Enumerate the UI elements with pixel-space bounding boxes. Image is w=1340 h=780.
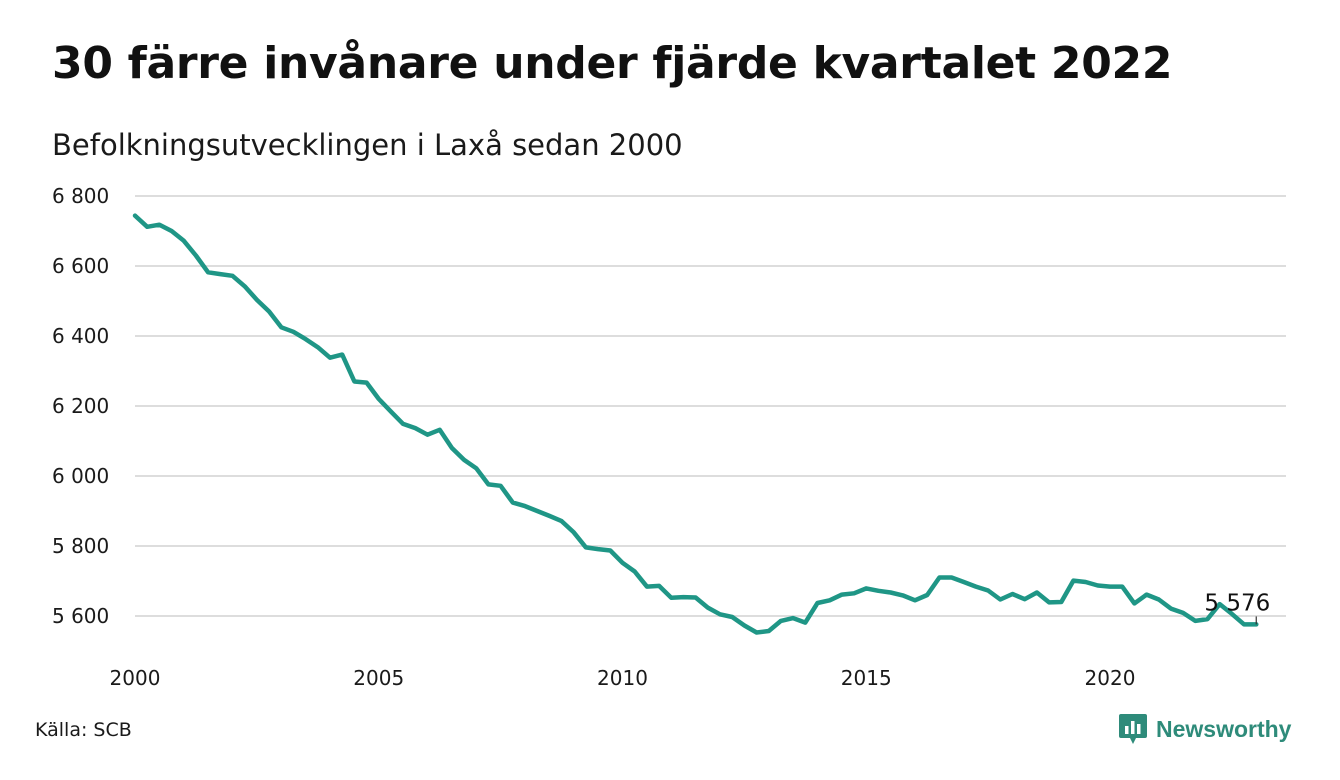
newsworthy-logo-icon — [1119, 714, 1147, 744]
y-tick-label: 6 200 — [52, 394, 109, 418]
y-tick-label: 6 800 — [52, 184, 109, 208]
series-group — [132, 213, 1259, 635]
y-tick-label: 6 600 — [52, 254, 109, 278]
y-tick-label: 5 800 — [52, 534, 109, 558]
brand-name: Newsworthy — [1156, 715, 1292, 742]
gridlines — [135, 195, 1286, 617]
source-note: Källa: SCB — [35, 719, 132, 741]
annotations: 5 576 — [1204, 590, 1270, 625]
brand-logo: Newsworthy — [1118, 712, 1291, 746]
y-tick-label: 5 600 — [52, 604, 109, 628]
x-tick-label: 2015 — [841, 666, 892, 690]
chart-subtitle: Befolkningsutvecklingen i Laxå sedan 200… — [52, 128, 683, 162]
x-tick-label: 2000 — [110, 666, 161, 690]
chart-title: 30 färre invånare under fjärde kvartalet… — [52, 38, 1173, 89]
x-tick-label: 2010 — [597, 666, 648, 690]
x-tick-label: 2005 — [353, 666, 404, 690]
x-tick-label: 2020 — [1085, 666, 1136, 690]
x-axis-ticks: 2000 2005 2010 2015 2020 — [110, 666, 1136, 690]
y-tick-label: 6 000 — [52, 464, 109, 488]
y-axis-ticks: 5 600 5 800 6 000 6 200 6 400 6 600 6 800 — [52, 184, 109, 628]
end-value-label: 5 576 — [1204, 590, 1270, 616]
y-tick-label: 6 400 — [52, 324, 109, 348]
series-line — [132, 213, 1259, 635]
